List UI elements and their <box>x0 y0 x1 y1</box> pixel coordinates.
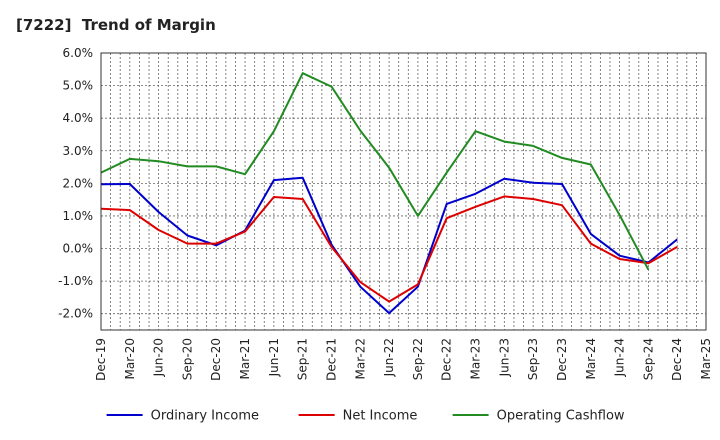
y-tick-label: 3.0% <box>63 144 94 158</box>
legend-label-net-income: Net Income <box>343 409 418 424</box>
x-tick-label: Jun-24 <box>613 338 627 377</box>
x-tick-label: Mar-25 <box>699 338 713 379</box>
x-tick-label: Jun-22 <box>382 338 396 377</box>
grid-layer <box>100 52 707 330</box>
x-tick-label: Sep-22 <box>411 338 425 380</box>
y-tick-label: 0.0% <box>63 242 94 256</box>
series-line-operating-cashflow <box>100 72 650 271</box>
series-layer <box>100 72 678 315</box>
legend-label-operating-cashflow: Operating Cashflow <box>497 409 625 424</box>
x-tick-label: Sep-21 <box>296 338 310 380</box>
x-tick-label: Dec-22 <box>440 338 454 381</box>
series-line-net-income <box>100 195 678 303</box>
x-tick-label: Jun-20 <box>152 338 166 377</box>
x-tick-label: Dec-23 <box>555 338 569 381</box>
x-tick-label: Dec-24 <box>670 338 684 381</box>
plot-frame <box>100 52 707 331</box>
x-tick-label: Mar-24 <box>584 338 598 379</box>
axis-layer: 6.0% 5.0% 4.0% 3.0% 2.0% 1.0% 0.0% -1.0% -2.0% De… <box>58 46 713 381</box>
y-tick-label: 5.0% <box>63 79 94 93</box>
x-tick-label: Jun-23 <box>497 338 511 377</box>
x-tick-label: Mar-22 <box>353 338 367 379</box>
x-tick-label: Jun-21 <box>267 338 281 377</box>
x-tick-label: Mar-21 <box>238 338 252 379</box>
y-tick-label: 6.0% <box>63 46 94 60</box>
y-tick-label: 4.0% <box>63 111 94 125</box>
y-tick-label: 2.0% <box>63 176 94 190</box>
x-tick-label: Dec-19 <box>94 338 108 381</box>
x-tick-label: Sep-20 <box>180 338 194 380</box>
x-tick-label: Dec-20 <box>209 338 223 381</box>
x-tick-label: Mar-23 <box>469 338 483 379</box>
x-tick-label: Mar-20 <box>123 338 137 379</box>
y-tick-label: -2.0% <box>58 307 93 321</box>
x-tick-label: Sep-24 <box>641 338 655 380</box>
x-tick-label: Dec-21 <box>324 338 338 381</box>
legend-label-ordinary-income: Ordinary Income <box>151 409 259 424</box>
series-line-ordinary-income <box>100 176 678 315</box>
chart-title: [7222] Trend of Margin <box>16 16 216 34</box>
y-tick-label: 1.0% <box>63 209 94 223</box>
y-tick-label: -1.0% <box>58 274 93 288</box>
legend: Ordinary Income Net Income Operating Cashf… <box>106 409 625 424</box>
x-tick-label: Sep-23 <box>526 338 540 380</box>
